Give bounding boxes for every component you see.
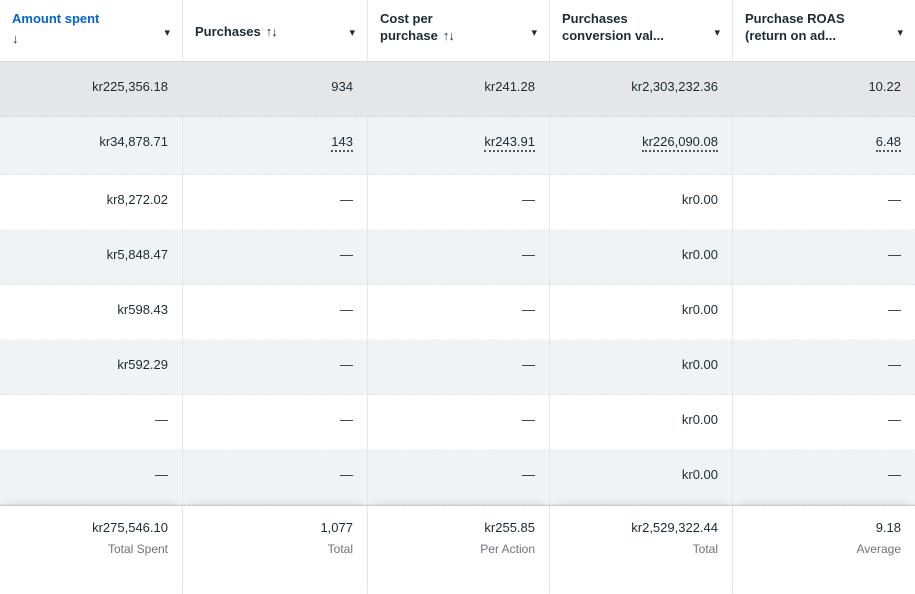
caret-down-icon[interactable]: ▾: [714, 27, 720, 39]
summary-roas: 9.18 Average: [733, 505, 915, 594]
estimated-metric-value[interactable]: 6.48: [875, 134, 901, 152]
column-header-purchases-conversion-value[interactable]: Purchases conversion val... ▾: [550, 0, 733, 62]
cell-amount-spent: —: [0, 395, 183, 450]
column-label-amount-spent[interactable]: Amount spent: [12, 11, 100, 26]
cell-roas: —: [733, 285, 915, 340]
cell-conversion-value: kr0.00: [550, 285, 733, 340]
cell-purchases: —: [183, 450, 368, 505]
summary-value: 1,077: [320, 520, 353, 535]
sort-toggle-icon[interactable]: ↑↓: [265, 24, 278, 39]
cell-conversion-value: kr2,303,232.36: [550, 62, 733, 117]
table-row[interactable]: kr34,878.71 143 kr243.91 kr226,090.08 6.…: [0, 117, 915, 175]
column-label-cost-per-purchase[interactable]: Cost per purchase: [380, 11, 438, 43]
table-row[interactable]: kr5,848.47 — — kr0.00 —: [0, 230, 915, 285]
cell-roas: —: [733, 175, 915, 230]
header-row: Amount spent ↓ ▾ Purchases ↑↓ ▾ Cost per …: [0, 0, 915, 62]
table-row[interactable]: kr598.43 — — kr0.00 —: [0, 285, 915, 340]
cell-cost-per-purchase: —: [368, 395, 550, 450]
column-label-purchases-conversion-value[interactable]: Purchases conversion val...: [562, 11, 664, 43]
summary-label: Total: [692, 542, 718, 556]
cell-purchases: 143: [183, 117, 368, 175]
cell-conversion-value: kr0.00: [550, 230, 733, 285]
cell-cost-per-purchase: kr241.28: [368, 62, 550, 117]
cell-purchases: —: [183, 175, 368, 230]
sort-toggle-icon[interactable]: ↑↓: [442, 28, 455, 43]
table-body: kr225,356.18 934 kr241.28 kr2,303,232.36…: [0, 62, 915, 505]
cell-amount-spent: kr592.29: [0, 340, 183, 395]
table-row[interactable]: — — — kr0.00 —: [0, 450, 915, 505]
cell-roas: —: [733, 395, 915, 450]
summary-label: Average: [856, 542, 901, 556]
column-header-purchases[interactable]: Purchases ↑↓ ▾: [183, 0, 368, 62]
cell-purchases: —: [183, 340, 368, 395]
table-header: Amount spent ↓ ▾ Purchases ↑↓ ▾ Cost per …: [0, 0, 915, 62]
caret-down-icon[interactable]: ▾: [897, 27, 903, 39]
summary-value: kr255.85: [484, 520, 535, 535]
cell-conversion-value: kr226,090.08: [550, 117, 733, 175]
caret-down-icon[interactable]: ▾: [164, 27, 170, 39]
column-header-cost-per-purchase[interactable]: Cost per purchase ↑↓ ▾: [368, 0, 550, 62]
cell-purchases: 934: [183, 62, 368, 117]
cell-purchases: —: [183, 395, 368, 450]
cell-cost-per-purchase: —: [368, 175, 550, 230]
summary-amount-spent: kr275,546.10 Total Spent: [0, 505, 183, 594]
cell-amount-spent: kr598.43: [0, 285, 183, 340]
column-label-purchases[interactable]: Purchases: [195, 24, 261, 39]
table-row[interactable]: kr592.29 — — kr0.00 —: [0, 340, 915, 395]
cell-roas: —: [733, 450, 915, 505]
column-label-purchase-roas[interactable]: Purchase ROAS (return on ad...: [745, 11, 845, 43]
cell-amount-spent: kr34,878.71: [0, 117, 183, 175]
table-row[interactable]: — — — kr0.00 —: [0, 395, 915, 450]
estimated-metric-value[interactable]: kr226,090.08: [642, 134, 718, 152]
cell-cost-per-purchase: —: [368, 285, 550, 340]
cell-cost-per-purchase: —: [368, 450, 550, 505]
cell-roas: —: [733, 340, 915, 395]
summary-value: kr2,529,322.44: [631, 520, 718, 535]
cell-cost-per-purchase: —: [368, 340, 550, 395]
summary-value: kr275,546.10: [92, 520, 168, 535]
cell-roas: —: [733, 230, 915, 285]
cell-conversion-value: kr0.00: [550, 395, 733, 450]
cell-conversion-value: kr0.00: [550, 175, 733, 230]
caret-down-icon[interactable]: ▾: [349, 27, 355, 39]
column-header-amount-spent[interactable]: Amount spent ↓ ▾: [0, 0, 183, 62]
cell-cost-per-purchase: kr243.91: [368, 117, 550, 175]
cell-purchases: —: [183, 230, 368, 285]
cell-amount-spent: kr8,272.02: [0, 175, 183, 230]
cell-amount-spent: —: [0, 450, 183, 505]
estimated-metric-value[interactable]: 143: [331, 134, 353, 152]
cell-purchases: —: [183, 285, 368, 340]
sort-descending-icon[interactable]: ↓: [12, 31, 19, 46]
table-row[interactable]: kr8,272.02 — — kr0.00 —: [0, 175, 915, 230]
table-row[interactable]: kr225,356.18 934 kr241.28 kr2,303,232.36…: [0, 62, 915, 117]
summary-row: kr275,546.10 Total Spent 1,077 Total kr2…: [0, 505, 915, 594]
table-footer: kr275,546.10 Total Spent 1,077 Total kr2…: [0, 505, 915, 594]
summary-label: Per Action: [480, 542, 535, 556]
cell-cost-per-purchase: —: [368, 230, 550, 285]
column-header-purchase-roas[interactable]: Purchase ROAS (return on ad... ▾: [733, 0, 915, 62]
cell-roas: 6.48: [733, 117, 915, 175]
caret-down-icon[interactable]: ▾: [531, 27, 537, 39]
summary-label: Total: [327, 542, 353, 556]
cell-amount-spent: kr5,848.47: [0, 230, 183, 285]
summary-conversion-value: kr2,529,322.44 Total: [550, 505, 733, 594]
cell-conversion-value: kr0.00: [550, 340, 733, 395]
cell-roas: 10.22: [733, 62, 915, 117]
summary-purchases: 1,077 Total: [183, 505, 368, 594]
summary-label: Total Spent: [107, 542, 168, 556]
summary-cost-per-purchase: kr255.85 Per Action: [368, 505, 550, 594]
summary-value: 9.18: [875, 520, 901, 535]
estimated-metric-value[interactable]: kr243.91: [484, 134, 535, 152]
cell-amount-spent: kr225,356.18: [0, 62, 183, 117]
cell-conversion-value: kr0.00: [550, 450, 733, 505]
